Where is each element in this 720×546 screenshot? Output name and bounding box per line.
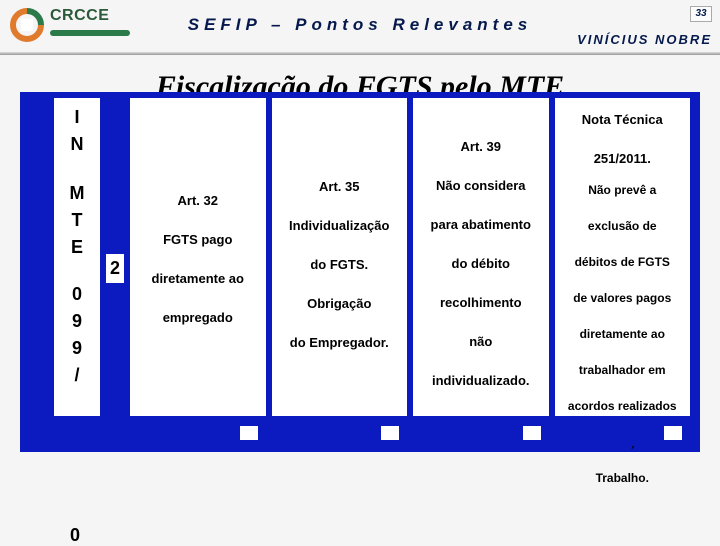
column-art39: Art. 39 Não considera para abatimento do…: [413, 98, 549, 416]
left-acronym-strip: I N M T E 0 9 9 /: [54, 98, 100, 416]
column-header: Nota Técnica 251/2011.: [559, 108, 687, 169]
column-art32: Art. 32 FGTS pago diretamente ao emprega…: [130, 98, 266, 416]
column-text: Art. 32 FGTS pago diretamente ao emprega…: [134, 111, 262, 328]
sequence-marker-icon: [240, 426, 258, 440]
left-num-below: 0: [60, 525, 90, 546]
left-char: 9: [54, 308, 100, 335]
content-panel: I N M T E 0 9 9 / 2 Art. 32 FGTS pago di…: [20, 92, 700, 452]
header-title: SEFIP – Pontos Relevantes: [188, 15, 533, 35]
left-char: /: [54, 362, 100, 389]
sequence-marker-icon: [664, 426, 682, 440]
column-text: Art. 35 Individualização do FGTS. Obriga…: [276, 111, 404, 353]
left-char: M: [54, 180, 100, 207]
logo: CRCCE: [10, 7, 130, 43]
left-char: E: [54, 234, 100, 261]
left-char: N: [54, 131, 100, 158]
left-char: I: [54, 104, 100, 131]
column-nota-tecnica: Nota Técnica 251/2011. Não prevê a exclu…: [555, 98, 691, 416]
sequence-marker-icon: [523, 426, 541, 440]
author-name: VINÍCIUS NOBRE: [577, 32, 712, 47]
left-char: 9: [54, 335, 100, 362]
left-char: 0: [54, 281, 100, 308]
column-text: Art. 39 Não considera para abatimento do…: [417, 111, 545, 391]
header-divider: [0, 52, 720, 55]
column-art35: Art. 35 Individualização do FGTS. Obriga…: [272, 98, 408, 416]
logo-text: CRCCE: [50, 7, 130, 25]
left-num-middle: 2: [106, 254, 124, 283]
page-number: 33: [690, 6, 712, 22]
sequence-marker-icon: [381, 426, 399, 440]
left-char: T: [54, 207, 100, 234]
